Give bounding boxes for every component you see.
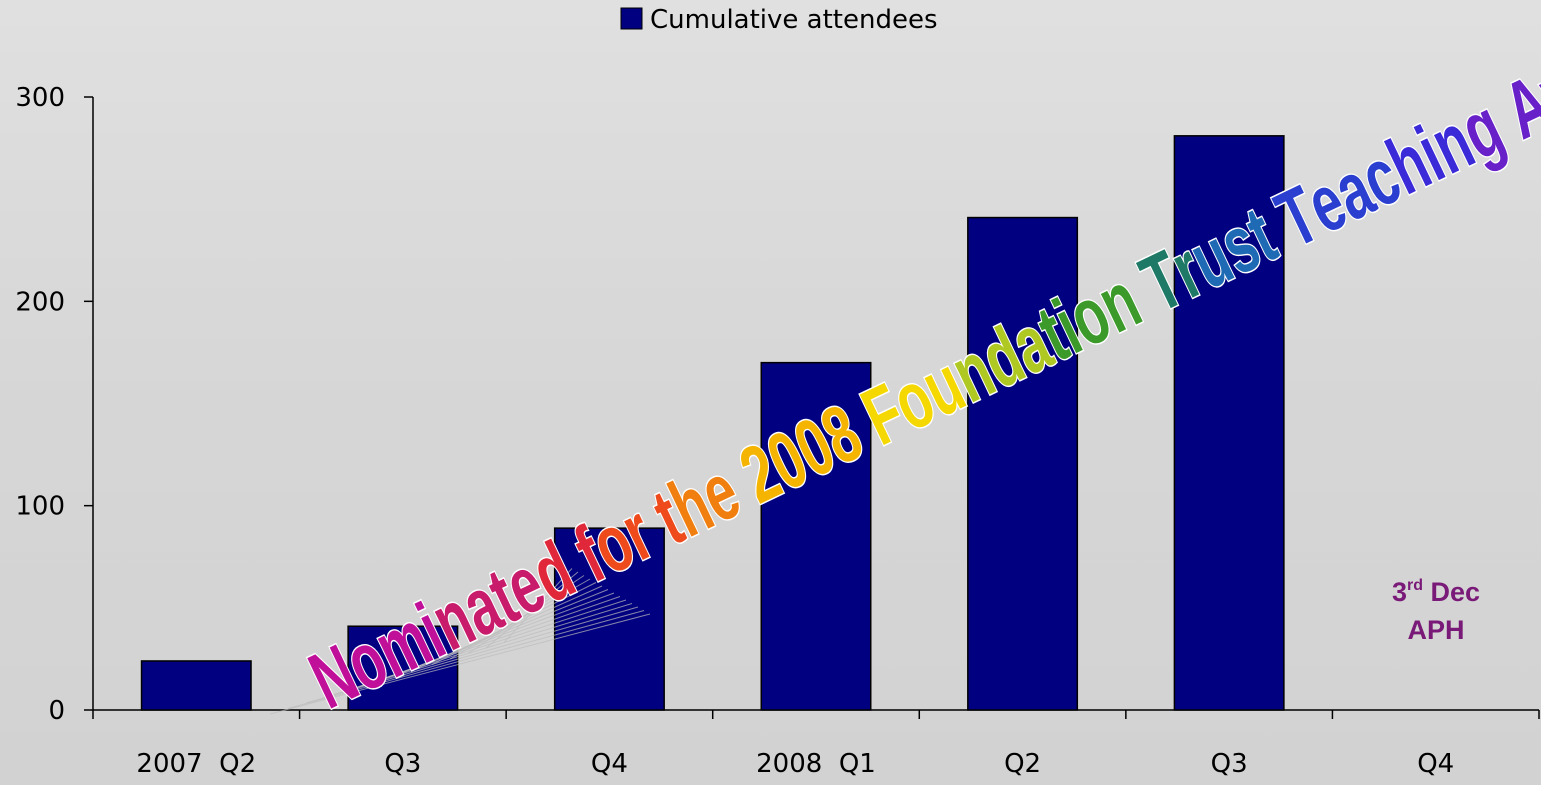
x-tick-label: Q3 [1211,749,1248,779]
bar [140,660,252,711]
annotation-day-suffix: rd [1406,577,1423,594]
y-tick-label: 0 [48,696,65,726]
y-tick-label: 100 [15,492,65,522]
annotation-location: APH [1407,615,1465,645]
bar [1173,135,1285,711]
legend-swatch [620,7,643,30]
legend: Cumulative attendees [620,5,938,35]
x-tick-label: Q2 [1004,749,1041,779]
x-tick-label: 2008 Q1 [756,749,876,779]
x-tick-label: Q4 [1417,749,1454,779]
annotation-day: 3 [1391,577,1407,607]
bar [553,527,665,711]
y-tick-label: 200 [15,287,65,317]
x-tick-label: Q4 [591,749,628,779]
date-location-annotation: 3rd Dec APH [1336,573,1536,649]
x-tick-label: Q3 [384,749,421,779]
annotation-date: 3rd Dec [1336,573,1536,611]
annotation-month: Dec [1422,577,1481,607]
y-tick-label: 300 [15,83,65,113]
bar [347,625,459,711]
x-axis: 2007 Q2 Q3 Q4 2008 Q1 Q2 Q3 Q4 [92,709,1540,779]
bars [140,135,1285,711]
y-axis: 0 100 200 300 [15,83,94,726]
legend-label: Cumulative attendees [650,5,938,35]
bar [967,216,1079,711]
bar [760,361,872,711]
x-tick-label: 2007 Q2 [136,749,256,779]
